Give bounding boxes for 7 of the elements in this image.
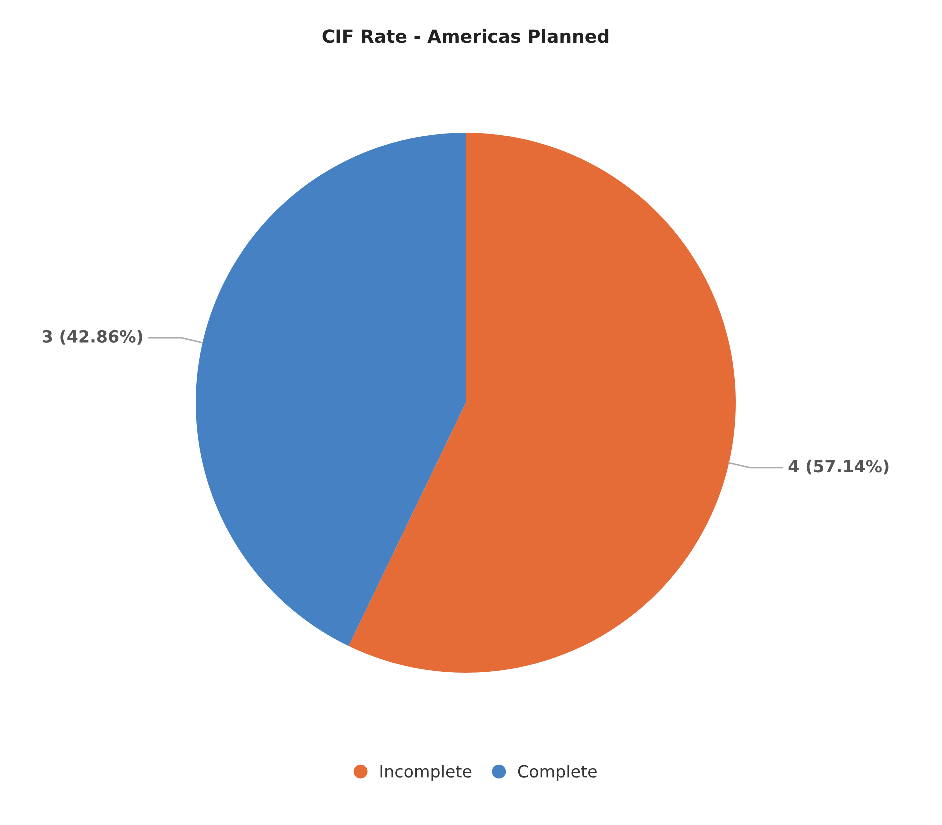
chart-title: CIF Rate - Americas Planned [322,29,609,44]
legend-label: Complete [518,764,597,782]
pie-slice [196,133,466,646]
pie-slice [348,133,736,673]
data-label: 3 (42.86%) [42,330,142,345]
data-label: 4 (57.14%) [788,460,889,475]
legend-label: Incomplete [380,764,472,782]
